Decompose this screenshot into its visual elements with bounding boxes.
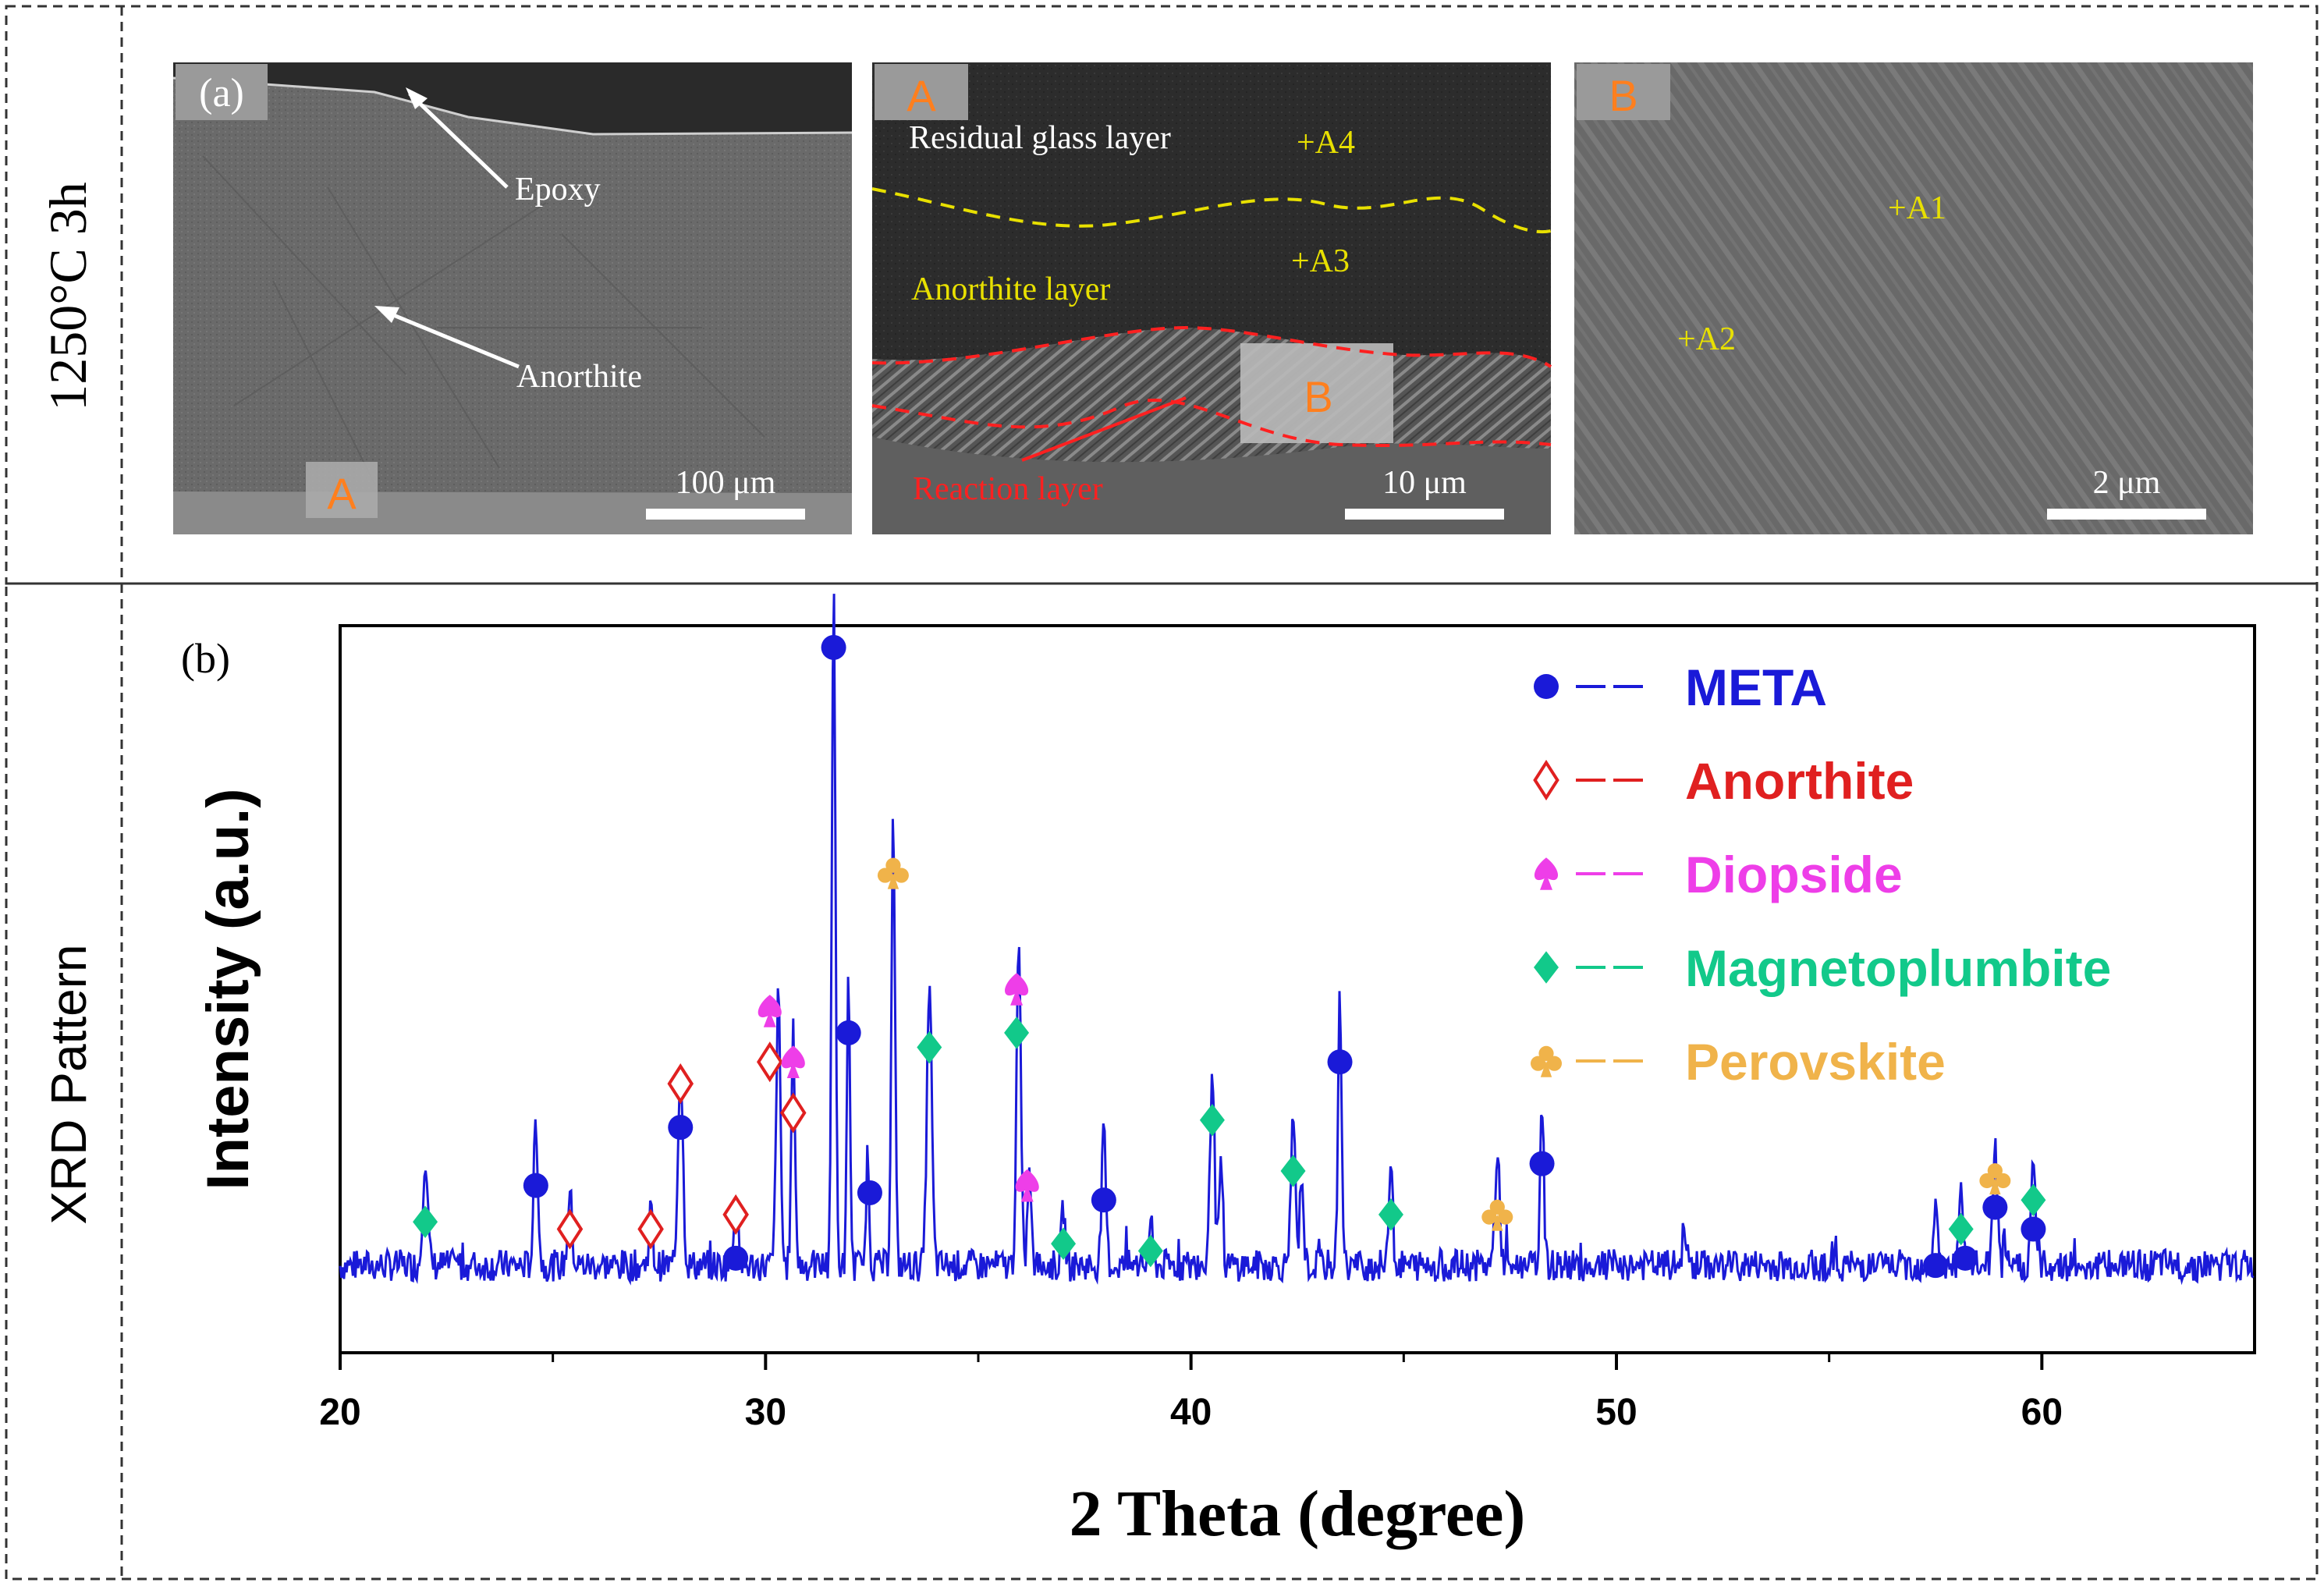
x-tick-label: 60: [2021, 1392, 2063, 1433]
region-B-box: [1240, 343, 1393, 443]
epoxy-label: Epoxy: [515, 172, 601, 208]
marker-diopside: [781, 1045, 805, 1078]
sem-panel-A: B A Residual glass layer +A4 +A3 Anorthi…: [871, 62, 1552, 534]
scale-bar-a: [646, 509, 805, 520]
marker-magnetoplumbite: [1199, 1103, 1225, 1137]
sem-panel-B: B +A1 +A2 2 μm: [1574, 62, 2253, 534]
reaction-layer-label: Reaction layer: [913, 471, 1103, 507]
marker-anorthite: [722, 1194, 749, 1236]
reaction-upper-boundary: [871, 325, 1552, 368]
legend-label-meta: META: [1685, 658, 1827, 716]
x-tick-label: 40: [1170, 1392, 1212, 1433]
panel-a-tag: A: [327, 469, 357, 518]
marker-perovskite: [1979, 1163, 2011, 1195]
panel-B-tag: B: [1609, 71, 1637, 120]
scale-label-A: 10 μm: [1382, 465, 1467, 501]
x-tick-label: 50: [1595, 1392, 1637, 1433]
marker-diopside: [1015, 1169, 1039, 1202]
marker-magnetoplumbite: [1280, 1155, 1306, 1187]
marker-meta: [1529, 1151, 1555, 1176]
marker-meta: [1091, 1187, 1116, 1213]
point-A2: +A2: [1677, 321, 1736, 357]
point-A1: +A1: [1888, 190, 1946, 226]
marker-meta: [1953, 1245, 1978, 1271]
marker-meta: [1923, 1253, 1948, 1279]
marker-anorthite: [637, 1208, 664, 1250]
panel-A-tag: A: [907, 71, 936, 120]
marker-perovskite: [877, 857, 909, 889]
xrd-chart: 20 30 40 50 60 META Anorthite Diopside Magnetop…: [195, 594, 2256, 1550]
scale-bar-A: [1345, 509, 1504, 520]
marker-meta: [821, 634, 846, 660]
point-A3: +A3: [1291, 243, 1350, 279]
marker-anorthite: [780, 1092, 807, 1134]
anorthite-label: Anorthite: [516, 359, 642, 395]
row-label-xrd: XRD Pattern: [41, 944, 97, 1224]
marker-anorthite: [667, 1063, 694, 1105]
marker-magnetoplumbite: [1004, 1017, 1030, 1049]
marker-meta: [668, 1115, 694, 1141]
region-B-tag: B: [1304, 372, 1332, 421]
scale-bar-B: [2047, 509, 2206, 520]
reaction-lower-boundary: [871, 398, 1552, 448]
marker-magnetoplumbite: [1948, 1212, 1974, 1246]
panel-a-label: (a): [199, 71, 244, 115]
y-axis-label: Intensity (a.u.): [195, 788, 261, 1190]
point-A4: +A4: [1297, 125, 1355, 161]
legend-symbol-magnetoplumbite: [1534, 951, 1559, 984]
epoxy-arrow: [408, 92, 509, 189]
marker-magnetoplumbite: [2021, 1183, 2046, 1217]
x-tick-label: 20: [319, 1392, 360, 1433]
sem-panel-a: (a) Epoxy Anorthite A 100 μm: [172, 62, 853, 534]
marker-magnetoplumbite: [1137, 1234, 1163, 1268]
marker-meta: [836, 1020, 861, 1045]
marker-meta: [1327, 1049, 1353, 1075]
marker-anorthite: [757, 1041, 783, 1083]
legend-label-anorthite: Anorthite: [1685, 752, 1914, 810]
marker-meta: [2021, 1216, 2046, 1242]
marker-magnetoplumbite: [1378, 1198, 1403, 1231]
marker-magnetoplumbite: [413, 1205, 438, 1239]
panel-b-label: (b): [181, 635, 230, 682]
x-tick-label: 30: [745, 1392, 786, 1433]
marker-magnetoplumbite: [1051, 1227, 1077, 1260]
legend-symbol-perovskite: [1531, 1045, 1562, 1077]
marker-perovskite: [1481, 1199, 1513, 1231]
marker-anorthite: [556, 1208, 584, 1250]
plot-frame: [339, 624, 2256, 1354]
marker-meta: [723, 1245, 749, 1271]
scale-label-B: 2 μm: [2093, 465, 2161, 501]
marker-magnetoplumbite: [917, 1031, 942, 1064]
legend-symbol-anorthite: [1533, 759, 1559, 801]
marker-diopside: [1005, 973, 1029, 1006]
legend-symbol-meta: [1534, 674, 1559, 699]
scale-label-a: 100 μm: [676, 465, 776, 501]
anorthite-layer-label: Anorthite layer: [911, 271, 1110, 307]
marker-diopside: [758, 995, 782, 1027]
glass-anorthite-boundary: [871, 187, 1552, 234]
x-axis-label: 2 Theta (degree): [1070, 1478, 1526, 1550]
row-label-temperature: 1250°C 3h: [38, 182, 98, 411]
anorthite-arrow: [381, 308, 520, 369]
legend-label-magnetoplumbite: Magnetoplumbite: [1685, 939, 2111, 997]
bottom-frame: [5, 582, 2319, 1581]
xrd-pattern-line: [339, 594, 2255, 1286]
legend-label-diopside: Diopside: [1685, 846, 1903, 903]
marker-meta: [523, 1173, 548, 1198]
residual-glass-label: Residual glass layer: [909, 120, 1171, 156]
legend-label-perovskite: Perovskite: [1685, 1033, 1946, 1091]
legend-symbol-diopside: [1534, 857, 1559, 890]
marker-meta: [857, 1180, 882, 1205]
marker-meta: [1982, 1194, 2008, 1220]
reaction-arrow: [1021, 396, 1187, 462]
